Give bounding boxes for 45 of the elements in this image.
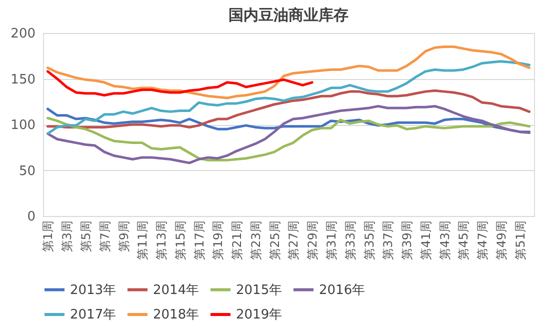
legend-label: 2016年 xyxy=(319,282,366,298)
x-tick-label: 第41周 xyxy=(418,220,433,260)
legend-label: 2013年 xyxy=(70,282,116,298)
x-tick-label: 第5周 xyxy=(78,220,93,252)
x-tick-label: 第11周 xyxy=(136,220,150,260)
x-tick-label: 第49周 xyxy=(494,220,508,260)
line-series xyxy=(46,116,531,162)
y-tick-label: 200 xyxy=(10,26,36,42)
x-tick-label: 第13周 xyxy=(154,220,169,260)
x-tick-label: 第51周 xyxy=(513,220,528,260)
legend-label: 2017年 xyxy=(70,308,116,322)
x-tick-label: 第17周 xyxy=(192,220,206,260)
x-tick-label: 第47周 xyxy=(476,220,490,260)
x-tick-label: 第39周 xyxy=(400,220,414,260)
y-tick-label: 100 xyxy=(10,118,36,133)
x-tick-label: 第15周 xyxy=(173,220,188,260)
x-tick-label: 第9周 xyxy=(116,220,131,252)
x-tick-label: 第27周 xyxy=(286,220,301,260)
x-tick-label: 第37周 xyxy=(381,220,396,260)
legend-label: 2019年 xyxy=(236,308,282,322)
legend-label: 2014年 xyxy=(153,282,200,298)
x-tick-label: 第3周 xyxy=(60,220,74,252)
line-series xyxy=(46,70,314,96)
x-tick-label: 第7周 xyxy=(98,220,112,252)
line-series xyxy=(46,104,531,164)
x-tick-label: 第35周 xyxy=(362,220,376,260)
x-tick-label: 第29周 xyxy=(306,220,320,260)
legend-label: 2018年 xyxy=(153,308,200,322)
x-tick-label: 第19周 xyxy=(211,220,226,260)
x-tick-label: 第43周 xyxy=(438,220,452,260)
chart-title: 国内豆油商业库存 xyxy=(228,6,348,24)
line-series xyxy=(46,45,531,100)
x-tick-label: 第45周 xyxy=(456,220,471,260)
x-tick-label: 第1周 xyxy=(41,220,56,252)
y-tick-label: 50 xyxy=(18,164,36,179)
x-tick-label: 第31周 xyxy=(324,220,338,260)
y-tick-label: 0 xyxy=(27,210,36,224)
x-tick-label: 第33周 xyxy=(343,220,358,260)
x-tick-label: 第25周 xyxy=(268,220,282,260)
x-tick-label: 第21周 xyxy=(230,220,244,260)
y-tick-label: 150 xyxy=(10,72,36,88)
line-series xyxy=(46,60,531,135)
line-series xyxy=(46,89,531,128)
legend-label: 2015年 xyxy=(236,282,282,298)
x-tick-label: 第23周 xyxy=(248,220,263,260)
